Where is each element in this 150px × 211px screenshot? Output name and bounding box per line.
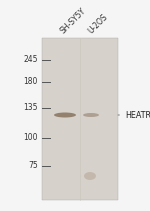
Text: HEATR6: HEATR6 <box>118 111 150 119</box>
Text: 135: 135 <box>24 104 38 112</box>
Text: 100: 100 <box>24 134 38 142</box>
Text: 180: 180 <box>24 77 38 87</box>
Ellipse shape <box>83 113 99 117</box>
Text: 245: 245 <box>24 55 38 65</box>
Text: U-2OS: U-2OS <box>87 12 110 35</box>
Text: SH-SY5Y: SH-SY5Y <box>59 6 88 35</box>
Ellipse shape <box>54 112 76 118</box>
Ellipse shape <box>84 172 96 180</box>
Text: 75: 75 <box>28 161 38 170</box>
Bar <box>42 38 118 200</box>
